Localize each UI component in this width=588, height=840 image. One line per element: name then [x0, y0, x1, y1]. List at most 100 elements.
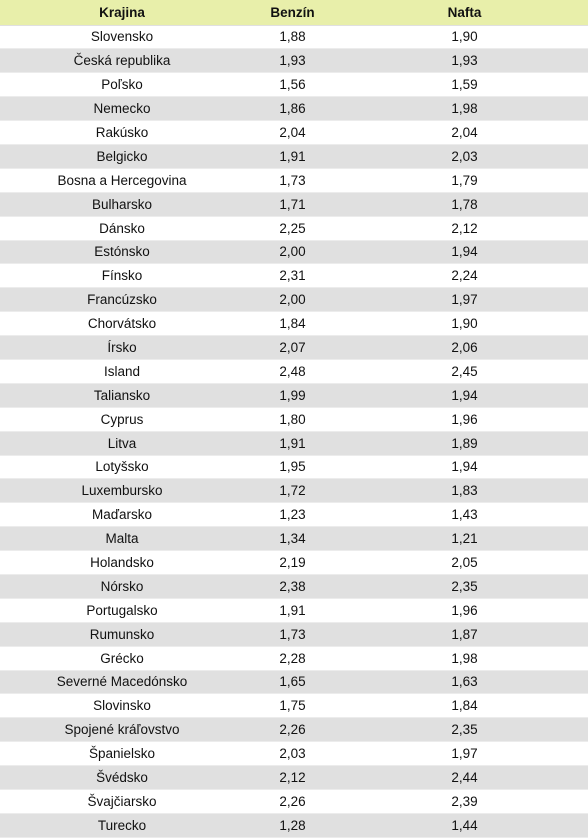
cell-diesel: 1,97 — [341, 287, 588, 313]
cell-petrol: 1,80 — [244, 407, 341, 432]
cell-country: Lotyšsko — [0, 455, 244, 480]
cell-country: Holandsko — [0, 550, 244, 575]
table-row: Slovensko 1,88 1,90 — [0, 25, 588, 50]
table-row: Grécko 2,28 1,98 — [0, 646, 588, 671]
cell-diesel: 1,84 — [341, 693, 588, 719]
table-row: Nórsko 2,38 2,35 — [0, 574, 588, 599]
cell-country: Bulharsko — [0, 192, 244, 217]
table-body: Slovensko 1,88 1,90 Česká republika 1,93 1,93… — [0, 25, 588, 838]
cell-petrol: 2,38 — [244, 574, 341, 599]
cell-petrol: 2,31 — [244, 263, 341, 289]
table-row: Portugalsko 1,91 1,96 — [0, 598, 588, 623]
cell-petrol: 1,65 — [244, 670, 341, 695]
cell-diesel: 1,63 — [341, 670, 588, 695]
cell-country: Maďarsko — [0, 502, 244, 528]
cell-petrol: 2,07 — [244, 335, 341, 360]
table-row: Rakúsko 2,04 2,04 — [0, 120, 588, 145]
table-row: Cyprus 1,80 1,96 — [0, 407, 588, 432]
cell-diesel: 2,44 — [341, 765, 588, 790]
cell-petrol: 2,00 — [244, 240, 341, 265]
cell-petrol: 1,56 — [244, 72, 341, 98]
cell-petrol: 2,00 — [244, 287, 341, 313]
cell-country: Nórsko — [0, 574, 244, 599]
cell-petrol: 1,91 — [244, 144, 341, 169]
table-row: Spojené kráľovstvo 2,26 2,35 — [0, 717, 588, 743]
cell-diesel: 1,94 — [341, 383, 588, 408]
cell-country: Chorvátsko — [0, 311, 244, 337]
cell-petrol: 1,34 — [244, 526, 341, 552]
table-row: Fínsko 2,31 2,24 — [0, 263, 588, 289]
table-row: Taliansko 1,99 1,94 — [0, 383, 588, 408]
cell-diesel: 1,21 — [341, 526, 588, 552]
table-row: Poľsko 1,56 1,59 — [0, 72, 588, 98]
cell-country: Poľsko — [0, 72, 244, 98]
table-row: Turecko 1,28 1,44 — [0, 813, 588, 838]
cell-petrol: 1,91 — [244, 598, 341, 623]
cell-country: Grécko — [0, 646, 244, 671]
cell-diesel: 2,45 — [341, 359, 588, 384]
cell-country: Cyprus — [0, 407, 244, 432]
table-row: Slovinsko 1,75 1,84 — [0, 693, 588, 719]
cell-diesel: 2,35 — [341, 717, 588, 743]
table-row: Island 2,48 2,45 — [0, 359, 588, 384]
cell-diesel: 2,04 — [341, 120, 588, 145]
cell-country: Spojené kráľovstvo — [0, 717, 244, 743]
cell-petrol: 1,71 — [244, 192, 341, 217]
cell-country: Nemecko — [0, 96, 244, 122]
cell-petrol: 2,48 — [244, 359, 341, 384]
cell-petrol: 2,25 — [244, 216, 341, 241]
cell-diesel: 2,06 — [341, 335, 588, 360]
cell-diesel: 2,05 — [341, 550, 588, 575]
table-row: Bulharsko 1,71 1,78 — [0, 192, 588, 217]
cell-country: Belgicko — [0, 144, 244, 169]
cell-diesel: 1,94 — [341, 240, 588, 265]
table-row: Chorvátsko 1,84 1,90 — [0, 311, 588, 337]
header-row: Krajina Benzín Nafta — [0, 0, 588, 26]
cell-petrol: 1,84 — [244, 311, 341, 337]
cell-petrol: 1,73 — [244, 168, 341, 193]
table-row: Lotyšsko 1,95 1,94 — [0, 455, 588, 480]
cell-petrol: 1,73 — [244, 622, 341, 647]
cell-country: Španielsko — [0, 741, 244, 767]
cell-diesel: 1,89 — [341, 431, 588, 456]
cell-country: Portugalsko — [0, 598, 244, 623]
cell-petrol: 2,04 — [244, 120, 341, 145]
cell-diesel: 1,96 — [341, 598, 588, 623]
cell-diesel: 2,12 — [341, 216, 588, 241]
table-row: Dánsko 2,25 2,12 — [0, 216, 588, 241]
cell-country: Rumunsko — [0, 622, 244, 647]
table-row: Litva 1,91 1,89 — [0, 431, 588, 456]
table-row: Rumunsko 1,73 1,87 — [0, 622, 588, 647]
table-row: Holandsko 2,19 2,05 — [0, 550, 588, 575]
cell-diesel: 1,93 — [341, 48, 588, 74]
table-row: Estónsko 2,00 1,94 — [0, 240, 588, 265]
cell-country: Luxembursko — [0, 478, 244, 504]
cell-diesel: 2,03 — [341, 144, 588, 169]
cell-petrol: 1,91 — [244, 431, 341, 456]
cell-diesel: 1,83 — [341, 478, 588, 504]
cell-country: Malta — [0, 526, 244, 552]
cell-petrol: 2,19 — [244, 550, 341, 575]
header-diesel: Nafta — [341, 0, 588, 26]
table-row: Švajčiarsko 2,26 2,39 — [0, 789, 588, 814]
cell-petrol: 1,28 — [244, 813, 341, 838]
cell-diesel: 1,90 — [341, 25, 588, 50]
cell-diesel: 1,79 — [341, 168, 588, 193]
cell-country: Fínsko — [0, 263, 244, 289]
cell-petrol: 2,26 — [244, 789, 341, 814]
cell-diesel: 1,94 — [341, 455, 588, 480]
table-row: Severné Macedónsko 1,65 1,63 — [0, 670, 588, 695]
cell-petrol: 1,88 — [244, 25, 341, 50]
cell-country: Estónsko — [0, 240, 244, 265]
cell-diesel: 1,90 — [341, 311, 588, 337]
cell-country: Slovinsko — [0, 693, 244, 719]
cell-country: Bosna a Hercegovina — [0, 168, 244, 193]
cell-diesel: 1,98 — [341, 646, 588, 671]
cell-diesel: 1,59 — [341, 72, 588, 98]
cell-diesel: 1,98 — [341, 96, 588, 122]
cell-petrol: 1,99 — [244, 383, 341, 408]
cell-country: Francúzsko — [0, 287, 244, 313]
cell-petrol: 1,75 — [244, 693, 341, 719]
cell-diesel: 2,24 — [341, 263, 588, 289]
